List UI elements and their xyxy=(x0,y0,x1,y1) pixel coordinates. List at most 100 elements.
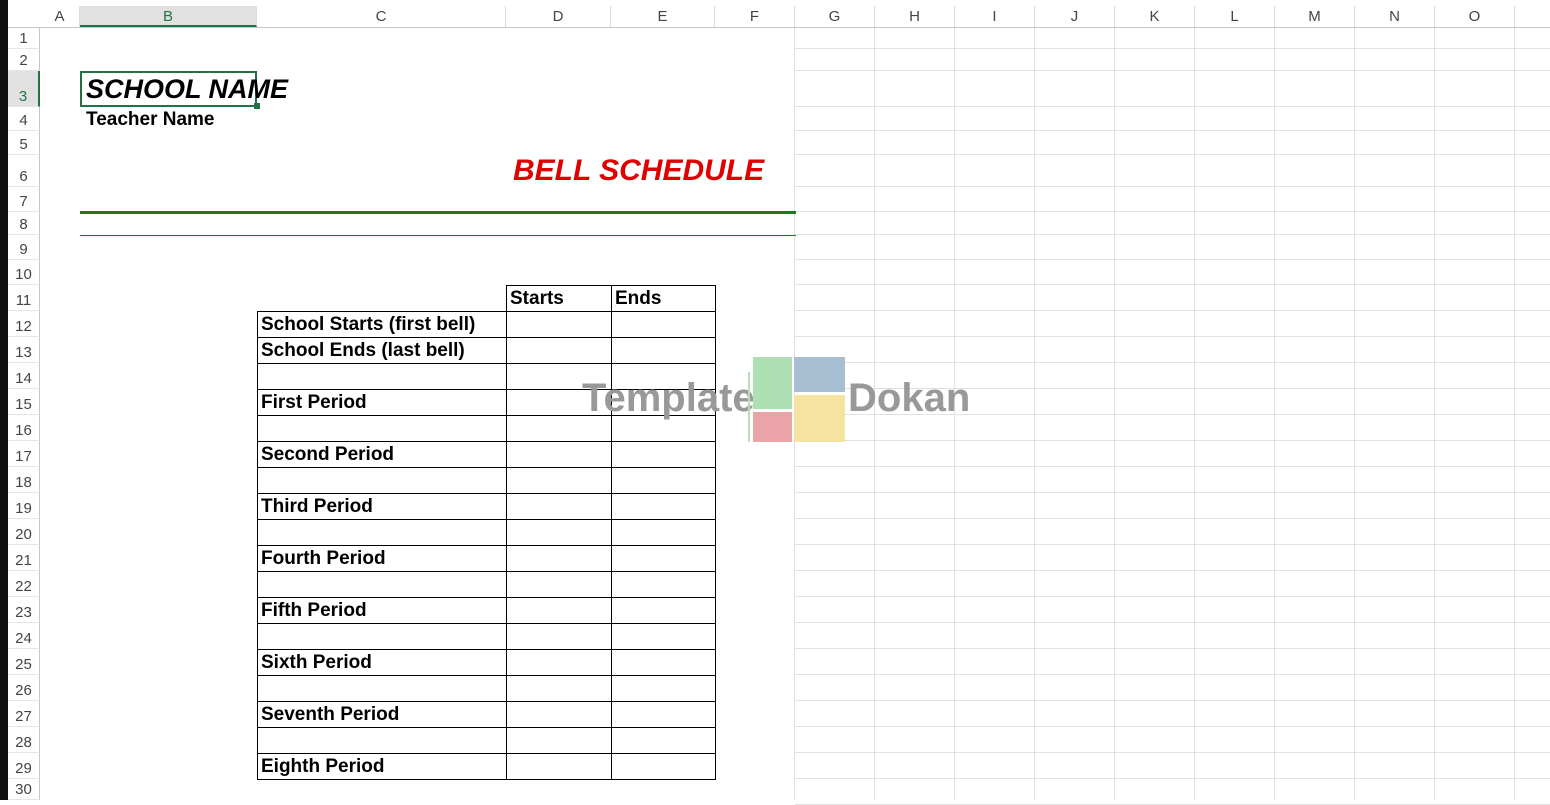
row-label[interactable] xyxy=(257,675,507,702)
row-label[interactable] xyxy=(257,519,507,546)
teacher-name[interactable]: Teacher Name xyxy=(86,109,215,130)
row-header-25[interactable]: 25 xyxy=(8,649,40,675)
active-cell-B3[interactable] xyxy=(80,71,257,107)
row-label[interactable]: Third Period xyxy=(257,493,507,520)
row-label[interactable] xyxy=(257,623,507,650)
row-header-12[interactable]: 12 xyxy=(8,311,40,337)
row-label[interactable]: Eighth Period xyxy=(257,753,507,780)
row-header-24[interactable]: 24 xyxy=(8,623,40,649)
ends-cell[interactable] xyxy=(611,727,716,754)
row-header-26[interactable]: 26 xyxy=(8,675,40,701)
row-header-5[interactable]: 5 xyxy=(8,131,40,155)
ends-cell[interactable] xyxy=(611,597,716,624)
row-label[interactable]: Fifth Period xyxy=(257,597,507,624)
starts-cell[interactable] xyxy=(506,623,612,650)
row-label[interactable]: Sixth Period xyxy=(257,649,507,676)
fill-handle[interactable] xyxy=(254,103,260,109)
starts-cell[interactable] xyxy=(506,493,612,520)
row-label[interactable]: Second Period xyxy=(257,441,507,468)
row-header-18[interactable]: 18 xyxy=(8,467,40,493)
ends-cell[interactable] xyxy=(611,441,716,468)
starts-cell[interactable] xyxy=(506,701,612,728)
row-header-20[interactable]: 20 xyxy=(8,519,40,545)
row-header-16[interactable]: 16 xyxy=(8,415,40,441)
row-label[interactable] xyxy=(257,571,507,598)
column-header-F[interactable]: F xyxy=(715,6,795,27)
row-label[interactable] xyxy=(257,467,507,494)
row-header-4[interactable]: 4 xyxy=(8,107,40,131)
starts-cell[interactable] xyxy=(506,675,612,702)
row-header-14[interactable]: 14 xyxy=(8,363,40,389)
ends-cell[interactable] xyxy=(611,571,716,598)
row-header-3[interactable]: 3 xyxy=(8,71,40,107)
column-header-N[interactable]: N xyxy=(1355,6,1435,27)
row-header-27[interactable]: 27 xyxy=(8,701,40,727)
row-label[interactable]: First Period xyxy=(257,389,507,416)
ends-cell[interactable] xyxy=(611,519,716,546)
header-ends[interactable]: Ends xyxy=(611,285,716,312)
row-header-8[interactable]: 8 xyxy=(8,212,40,235)
row-label[interactable]: School Starts (first bell) xyxy=(257,311,507,338)
row-header-11[interactable]: 11 xyxy=(8,285,40,311)
starts-cell[interactable] xyxy=(506,753,612,780)
column-header-J[interactable]: J xyxy=(1035,6,1115,27)
ends-cell[interactable] xyxy=(611,467,716,494)
row-header-13[interactable]: 13 xyxy=(8,337,40,363)
starts-cell[interactable] xyxy=(506,727,612,754)
row-header-28[interactable]: 28 xyxy=(8,727,40,753)
ends-cell[interactable] xyxy=(611,753,716,780)
starts-cell[interactable] xyxy=(506,597,612,624)
ends-cell[interactable] xyxy=(611,701,716,728)
column-header-A[interactable]: A xyxy=(40,6,80,27)
row-header-7[interactable]: 7 xyxy=(8,187,40,212)
row-header-29[interactable]: 29 xyxy=(8,753,40,779)
starts-cell[interactable] xyxy=(506,649,612,676)
starts-cell[interactable] xyxy=(506,571,612,598)
column-header-O[interactable]: O xyxy=(1435,6,1515,27)
ends-cell[interactable] xyxy=(611,623,716,650)
starts-cell[interactable] xyxy=(506,545,612,572)
column-header-C[interactable]: C xyxy=(257,6,506,27)
column-header-M[interactable]: M xyxy=(1275,6,1355,27)
row-label[interactable] xyxy=(257,363,507,390)
column-header-E[interactable]: E xyxy=(611,6,715,27)
row-header-9[interactable]: 9 xyxy=(8,235,40,260)
starts-cell[interactable] xyxy=(506,441,612,468)
ends-cell[interactable] xyxy=(611,649,716,676)
column-header-H[interactable]: H xyxy=(875,6,955,27)
column-header-B[interactable]: B xyxy=(80,6,257,27)
row-label[interactable]: Fourth Period xyxy=(257,545,507,572)
row-header-30[interactable]: 30 xyxy=(8,779,40,800)
row-label[interactable]: Seventh Period xyxy=(257,701,507,728)
row-header-17[interactable]: 17 xyxy=(8,441,40,467)
logo-blue xyxy=(794,357,845,392)
row-header-21[interactable]: 21 xyxy=(8,545,40,571)
bell-schedule-title[interactable]: BELL SCHEDULE xyxy=(513,154,765,187)
row-label[interactable]: School Ends (last bell) xyxy=(257,337,507,364)
starts-cell[interactable] xyxy=(506,519,612,546)
ends-cell[interactable] xyxy=(611,493,716,520)
row-header-10[interactable]: 10 xyxy=(8,260,40,285)
column-header-I[interactable]: I xyxy=(955,6,1035,27)
row-header-15[interactable]: 15 xyxy=(8,389,40,415)
column-header-K[interactable]: K xyxy=(1115,6,1195,27)
row-label[interactable] xyxy=(257,727,507,754)
column-header-D[interactable]: D xyxy=(506,6,611,27)
starts-cell[interactable] xyxy=(506,311,612,338)
row-header-23[interactable]: 23 xyxy=(8,597,40,623)
row-header-19[interactable]: 19 xyxy=(8,493,40,519)
column-header-L[interactable]: L xyxy=(1195,6,1275,27)
gridline-v xyxy=(1354,27,1355,800)
row-header-1[interactable]: 1 xyxy=(8,27,40,49)
school-name[interactable]: SCHOOL NAME xyxy=(86,74,289,104)
starts-cell[interactable] xyxy=(506,467,612,494)
ends-cell[interactable] xyxy=(611,545,716,572)
row-header-22[interactable]: 22 xyxy=(8,571,40,597)
row-header-6[interactable]: 6 xyxy=(8,155,40,187)
column-header-G[interactable]: G xyxy=(795,6,875,27)
row-label[interactable] xyxy=(257,415,507,442)
header-starts[interactable]: Starts xyxy=(506,285,612,312)
ends-cell[interactable] xyxy=(611,311,716,338)
row-header-2[interactable]: 2 xyxy=(8,49,40,71)
ends-cell[interactable] xyxy=(611,675,716,702)
